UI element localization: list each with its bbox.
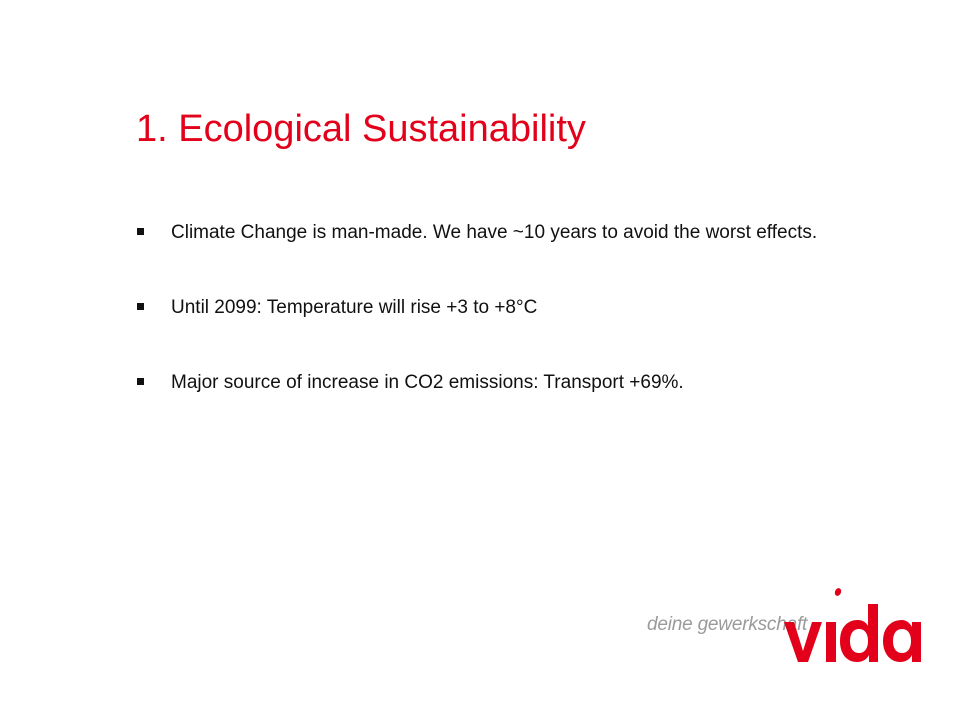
bullet-list: Climate Change is man-made. We have ~10 … [134, 214, 854, 401]
logo-tagline: deine gewerkschaft [647, 614, 808, 635]
bullet-item: Major source of increase in CO2 emission… [134, 364, 854, 401]
bullet-text: Climate Change is man-made. We have ~10 … [171, 222, 818, 243]
bullet-text: Until 2099: Temperature will rise +3 to … [171, 297, 538, 318]
bullet-text: Major source of increase in CO2 emission… [171, 372, 684, 393]
slide-title: 1. Ecological Sustainability [136, 108, 586, 150]
square-bullet-icon [137, 378, 144, 385]
bullet-item: Climate Change is man-made. We have ~10 … [134, 214, 854, 251]
bullet-item: Until 2099: Temperature will rise +3 to … [134, 289, 854, 326]
vida-logo: deine gewerkschaft [640, 584, 940, 674]
vida-wordmark-icon [784, 588, 921, 662]
square-bullet-icon [137, 303, 144, 310]
square-bullet-icon [137, 228, 144, 235]
